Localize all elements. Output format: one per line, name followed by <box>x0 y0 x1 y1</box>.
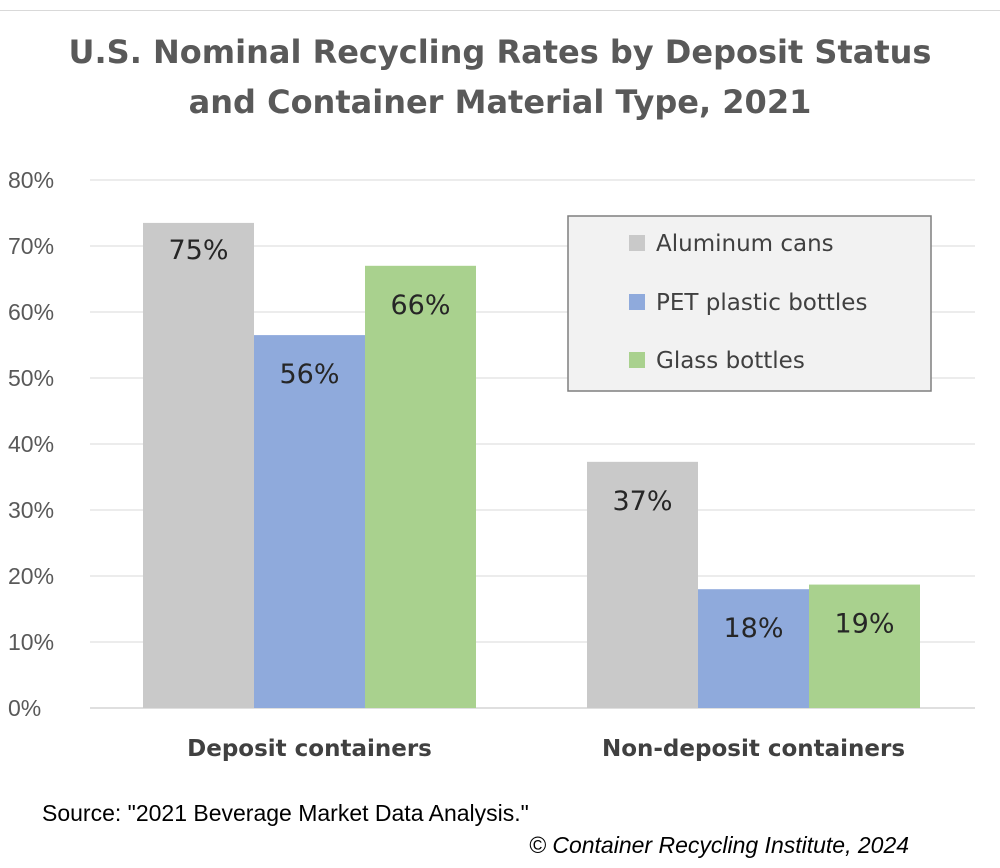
bar <box>587 461 698 708</box>
x-tick-label: Deposit containers <box>187 736 432 762</box>
data-label: 56% <box>279 359 339 390</box>
chart-title-line-1: U.S. Nominal Recycling Rates by Deposit … <box>68 33 932 71</box>
legend-label: PET plastic bottles <box>656 290 867 316</box>
bar <box>254 335 365 708</box>
source-note: Source: "2021 Beverage Market Data Analy… <box>42 800 529 826</box>
y-tick-label: 10% <box>8 629 54 655</box>
y-tick-label: 40% <box>8 431 54 457</box>
y-tick-label: 50% <box>8 365 54 391</box>
y-tick-label: 0% <box>8 695 41 721</box>
bar <box>143 222 254 708</box>
legend-box <box>567 215 932 392</box>
chart-title-line-2: and Container Material Type, 2021 <box>188 83 812 121</box>
data-label: 75% <box>168 235 228 266</box>
data-label: 37% <box>612 486 672 517</box>
bar <box>809 584 920 708</box>
legend-swatch <box>629 352 645 368</box>
y-tick-label: 20% <box>8 563 54 589</box>
y-tick-label: 70% <box>8 233 54 259</box>
legend-swatch <box>629 235 645 251</box>
y-tick-label: 60% <box>8 299 54 325</box>
x-tick-label: Non-deposit containers <box>602 736 905 762</box>
bar <box>365 265 476 708</box>
data-label: 19% <box>834 609 894 640</box>
bar <box>698 589 809 708</box>
legend-label: Aluminum cans <box>656 231 834 257</box>
bar-chart: 0% 10% 20% 30% 40% 50% 60% 70% 80% 75% 56% 66% Depos… <box>8 167 975 762</box>
legend-swatch <box>629 294 645 310</box>
y-tick-label: 30% <box>8 497 54 523</box>
legend-label: Glass bottles <box>656 348 805 374</box>
y-tick-label: 80% <box>8 167 54 193</box>
data-label: 18% <box>723 613 783 644</box>
data-label: 66% <box>390 290 450 321</box>
copyright-note: © Container Recycling Institute, 2024 <box>529 832 910 858</box>
top-divider <box>0 10 1000 11</box>
